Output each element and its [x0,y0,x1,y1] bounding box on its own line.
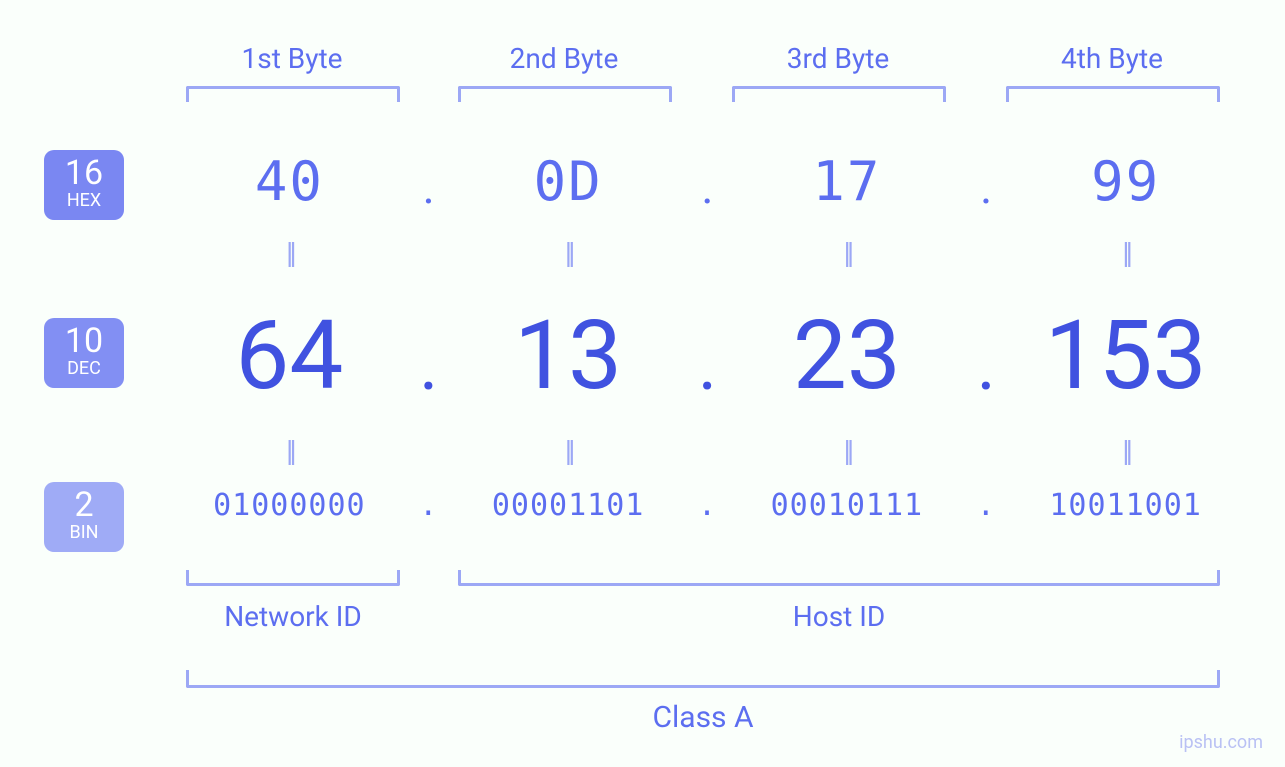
byte-header-2: 2nd Byte [454,42,674,75]
dec-byte-1: 64 [170,300,409,412]
byte-bracket-4 [1006,86,1220,102]
dot-icon: . [688,161,728,215]
byte-header-4: 4th Byte [1002,42,1222,75]
dec-byte-4: 153 [1006,300,1245,412]
class-bracket [186,670,1220,688]
equals-icon: || [1006,434,1245,469]
byte-bracket-1 [186,86,400,102]
byte-header-3: 3rd Byte [728,42,948,75]
byte-header-1: 1st Byte [182,42,402,75]
equality-row-upper: || || || || [170,236,1245,271]
watermark: ipshu.com [1179,732,1263,753]
dot-icon: . [966,488,1006,523]
dec-byte-2: 13 [449,300,688,412]
badge-dec-label: DEC [44,360,124,378]
badge-hex-base: 16 [44,156,124,190]
dot-icon: . [409,488,449,523]
dot-icon: . [688,488,728,523]
class-label: Class A [186,700,1220,735]
badge-bin-base: 2 [44,488,124,522]
network-id-bracket [186,570,400,586]
network-id-label: Network ID [186,600,400,633]
dec-byte-3: 23 [728,300,967,412]
dot-icon: . [688,322,728,407]
equals-icon: || [449,236,688,271]
equals-icon: || [449,434,688,469]
bin-byte-4: 10011001 [1006,488,1245,523]
equals-icon: || [170,236,409,271]
badge-hex-label: HEX [44,192,124,210]
host-id-label: Host ID [458,600,1220,633]
hex-byte-3: 17 [728,150,967,213]
equals-icon: || [728,434,967,469]
badge-bin: 2 BIN [44,482,124,552]
byte-bracket-3 [732,86,946,102]
hex-byte-2: 0D [449,150,688,213]
row-bin: 01000000 . 00001101 . 00010111 . 1001100… [170,488,1245,523]
equals-icon: || [728,236,967,271]
dot-icon: . [966,322,1006,407]
diagram-canvas: 1st Byte 2nd Byte 3rd Byte 4th Byte 16 H… [0,0,1285,767]
hex-byte-4: 99 [1006,150,1245,213]
bin-byte-2: 00001101 [449,488,688,523]
badge-dec-base: 10 [44,324,124,358]
equals-icon: || [170,434,409,469]
byte-bracket-2 [458,86,672,102]
row-dec: 64 . 13 . 23 . 153 [170,300,1245,412]
equality-row-lower: || || || || [170,434,1245,469]
equals-icon: || [1006,236,1245,271]
dot-icon: . [966,161,1006,215]
dot-icon: . [409,322,449,407]
hex-byte-1: 40 [170,150,409,213]
badge-dec: 10 DEC [44,318,124,388]
host-id-bracket [458,570,1220,586]
badge-hex: 16 HEX [44,150,124,220]
row-hex: 40 . 0D . 17 . 99 [170,150,1245,213]
bin-byte-1: 01000000 [170,488,409,523]
dot-icon: . [409,161,449,215]
badge-bin-label: BIN [44,524,124,542]
bin-byte-3: 00010111 [728,488,967,523]
